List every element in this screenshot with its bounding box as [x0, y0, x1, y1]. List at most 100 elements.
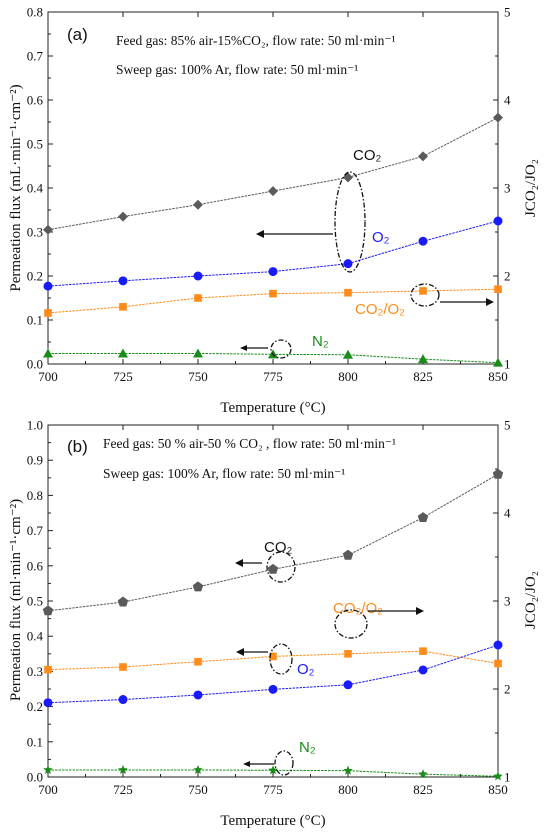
series-b-0-point-3: [267, 563, 279, 574]
arrowhead-left-n2-b: [243, 761, 250, 767]
series-a-3-point-5: [418, 354, 428, 364]
x-axis-title-a: Temperature (°C): [220, 400, 325, 416]
series-b-3-point-5: [418, 769, 428, 779]
y-tick-label-a-5: 0.5: [27, 137, 43, 152]
axes-a: 700 725 750 775 800 825 850 0.0 0.1 0.2 0.3 0.4 0.5 0…: [27, 5, 511, 385]
series-a-0-point-4: [343, 172, 353, 183]
panel-label-a: (a): [67, 25, 88, 44]
y2-tick-label-a-0: 1: [504, 357, 511, 372]
x-tick-label-b-6: 850: [488, 782, 508, 797]
y-tick-label-a-2: 0.2: [27, 269, 43, 284]
series-b-3-point-6: [493, 771, 503, 781]
ellipse-co2-b: [266, 551, 296, 583]
series-b-2-point-5: [418, 665, 428, 675]
y-tick-label-a-8: 0.8: [27, 5, 43, 20]
y-tick-label-a-7: 0.7: [27, 49, 44, 64]
annotation-feed-b: Feed gas: 50 % air-50 % CO₂ , flow rate:…: [103, 436, 396, 451]
series-b-3-point-0: [43, 764, 53, 775]
y-tick-label-a-0: 0.0: [27, 357, 43, 372]
series-a: [43, 112, 503, 367]
x-tick-label-a-3: 775: [263, 369, 283, 384]
series-b-0-point-0: [42, 605, 54, 616]
panel-b: (b) Feed gas: 50 % air-50 % CO₂ , flow r…: [8, 418, 539, 830]
series-b-2-point-2: [193, 690, 203, 700]
ellipse-n2-a: [270, 339, 292, 359]
ellipse-ratio-b: [334, 609, 368, 639]
series-a-2-point-0: [44, 309, 52, 317]
y-axis-title-b: Permeation flux (ml·min⁻¹·cm⁻²): [8, 499, 24, 701]
series-label-o2-a: O₂: [372, 229, 390, 246]
y2-tick-label-b-3: 4: [504, 506, 511, 521]
y-tick-label-b-9: 0.9: [27, 453, 43, 468]
series-b-1-point-5: [419, 647, 427, 655]
series-a-2-point-2: [194, 294, 202, 302]
series-a-3-point-4: [343, 349, 353, 359]
y-tick-label-b-1: 0.1: [27, 734, 43, 749]
series-b-2-point-1: [118, 695, 128, 705]
series-b-1-point-4: [344, 650, 352, 658]
y-tick-label-b-8: 0.8: [27, 488, 43, 503]
x-tick-label-b-3: 775: [263, 782, 283, 797]
arrowhead-right-ratio-b: [416, 607, 424, 615]
x-axis-title-b: Temperature (°C): [220, 813, 325, 829]
series-a-2-point-4: [344, 288, 352, 297]
series-b-2-point-6: [493, 640, 503, 650]
x-tick-label-a-2: 750: [188, 369, 208, 384]
series-a-0-point-0: [43, 224, 53, 235]
series-a-1-point-5: [418, 236, 428, 246]
series-b-0-point-1: [117, 596, 129, 607]
y2-tick-label-a-4: 5: [504, 5, 511, 20]
x-tick-label-b-1: 725: [113, 782, 133, 797]
series-label-ratio-a: CO₂/O₂: [355, 301, 405, 318]
series-b-1-point-3: [269, 652, 277, 661]
series-b-3-point-3: [268, 765, 278, 775]
series-a-0-point-2: [193, 199, 203, 210]
y-tick-label-b-10: 1.0: [27, 418, 43, 433]
series-a-1-point-2: [193, 271, 203, 281]
y2-tick-label-b-0: 1: [504, 770, 511, 785]
y-tick-label-a-4: 0.4: [27, 181, 44, 196]
y2-axis-title-a: JCO₂/JO₂: [523, 159, 539, 217]
series-label-ratio-b: CO₂/O₂: [333, 600, 383, 617]
x-tick-label-a-5: 825: [413, 369, 433, 384]
series-b: [42, 468, 504, 781]
series-b-1-point-2: [194, 657, 202, 666]
series-a-3-point-0: [43, 348, 53, 358]
series-a-1-point-4: [343, 259, 353, 269]
annotation-sweep-b: Sweep gas: 100% Ar, flow rate: 50 ml·min…: [103, 466, 345, 481]
series-a-2-point-1: [119, 303, 127, 311]
series-b-2-point-0: [43, 698, 53, 708]
ellipse-o2-b: [269, 643, 293, 675]
panel-label-b: (b): [67, 437, 88, 456]
arrowhead-left-co2-b: [235, 559, 243, 567]
series-a-0-point-3: [268, 186, 278, 197]
x-tick-label-b-4: 800: [338, 782, 358, 797]
series-a-1-line: [47, 220, 499, 287]
y-axis-title-a: Permeation flux (mL·min⁻¹·cm⁻²): [8, 84, 24, 291]
y2-tick-label-a-2: 3: [504, 181, 511, 196]
y-tick-label-a-3: 0.3: [27, 225, 43, 240]
y-tick-label-b-7: 0.7: [27, 523, 44, 538]
x-tick-label-a-0: 700: [38, 369, 58, 384]
y2-tick-label-b-1: 2: [504, 682, 511, 697]
series-a-3-point-6: [493, 357, 503, 367]
series-a-1-point-0: [43, 281, 53, 291]
series-b-3-point-4: [343, 765, 353, 775]
series-a-2-point-5: [419, 287, 427, 295]
series-a-1-point-1: [118, 276, 128, 286]
y2-tick-label-a-3: 4: [504, 93, 511, 108]
y-tick-label-b-4: 0.4: [27, 629, 44, 644]
y-tick-label-b-0: 0.0: [27, 770, 43, 785]
panel-a: (a) Feed gas: 85% air-15%CO₂, flow rate:…: [8, 5, 539, 417]
x-tick-label-a-1: 725: [113, 369, 133, 384]
series-b-0-point-5: [417, 512, 429, 523]
ellipse-co2-o2-a: [334, 171, 366, 273]
ellipse-n2-b: [274, 750, 294, 776]
y-tick-label-a-6: 0.6: [27, 93, 44, 108]
series-b-2-point-3: [268, 684, 278, 694]
series-label-n2-b: N₂: [299, 739, 316, 756]
series-a-3-point-1: [118, 348, 128, 358]
arrowhead-left-n2-a: [240, 345, 247, 351]
y-tick-label-b-5: 0.5: [27, 594, 43, 609]
x-tick-label-a-4: 800: [338, 369, 358, 384]
